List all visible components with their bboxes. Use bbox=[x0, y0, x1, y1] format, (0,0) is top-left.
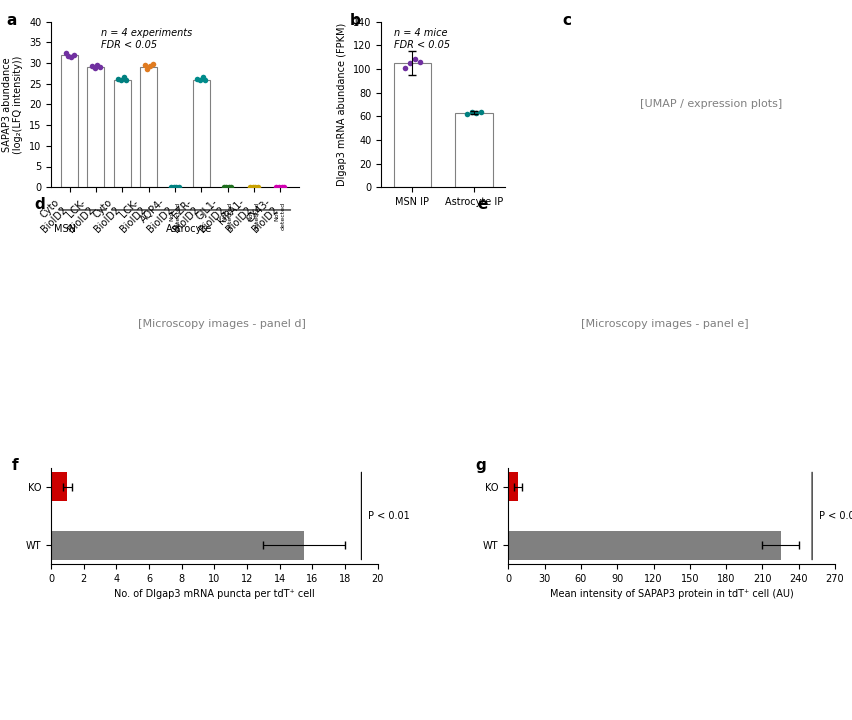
Text: [UMAP / expression plots]: [UMAP / expression plots] bbox=[640, 99, 782, 109]
Text: n = 4 experiments
FDR < 0.05: n = 4 experiments FDR < 0.05 bbox=[101, 28, 192, 50]
Bar bbox=[51, 531, 304, 559]
Text: a: a bbox=[7, 14, 17, 28]
Text: Not
detected: Not detected bbox=[170, 202, 181, 230]
Text: c: c bbox=[562, 14, 572, 28]
Text: Not
detected: Not detected bbox=[249, 202, 259, 230]
Bar bbox=[193, 80, 210, 187]
Bar bbox=[509, 472, 518, 501]
Text: e: e bbox=[477, 197, 487, 212]
Text: g: g bbox=[475, 459, 486, 474]
Text: n = 4 mice
FDR < 0.05: n = 4 mice FDR < 0.05 bbox=[394, 28, 450, 50]
Text: [Microscopy images - panel e]: [Microscopy images - panel e] bbox=[581, 319, 748, 329]
X-axis label: No. of Dlgap3 mRNA puncta per tdT⁺ cell: No. of Dlgap3 mRNA puncta per tdT⁺ cell bbox=[114, 589, 314, 599]
Bar bbox=[113, 80, 130, 187]
Text: b: b bbox=[350, 14, 361, 28]
Bar bbox=[51, 472, 67, 501]
Bar bbox=[140, 67, 157, 187]
Y-axis label: SAPAP3 abundance
(log₂(LFQ intensity)): SAPAP3 abundance (log₂(LFQ intensity)) bbox=[2, 55, 23, 153]
X-axis label: Mean intensity of SAPAP3 protein in tdT⁺ cell (AU): Mean intensity of SAPAP3 protein in tdT⁺… bbox=[550, 589, 793, 599]
Text: MSN: MSN bbox=[54, 224, 76, 233]
Text: d: d bbox=[34, 197, 45, 212]
Bar bbox=[456, 113, 492, 187]
Bar bbox=[394, 63, 430, 187]
Bar bbox=[87, 67, 105, 187]
Text: Not
detected: Not detected bbox=[275, 202, 285, 230]
Text: P < 0.01: P < 0.01 bbox=[819, 511, 852, 521]
Bar bbox=[509, 531, 780, 559]
Bar bbox=[61, 55, 78, 187]
Text: [Microscopy images - panel d]: [Microscopy images - panel d] bbox=[137, 319, 306, 329]
Text: P < 0.01: P < 0.01 bbox=[368, 511, 410, 521]
Text: f: f bbox=[12, 459, 19, 474]
Text: Not
detected: Not detected bbox=[222, 202, 233, 230]
Text: Astrocyte: Astrocyte bbox=[165, 224, 212, 233]
Y-axis label: Dlgap3 mRNA abundance (FPKM): Dlgap3 mRNA abundance (FPKM) bbox=[337, 23, 348, 186]
